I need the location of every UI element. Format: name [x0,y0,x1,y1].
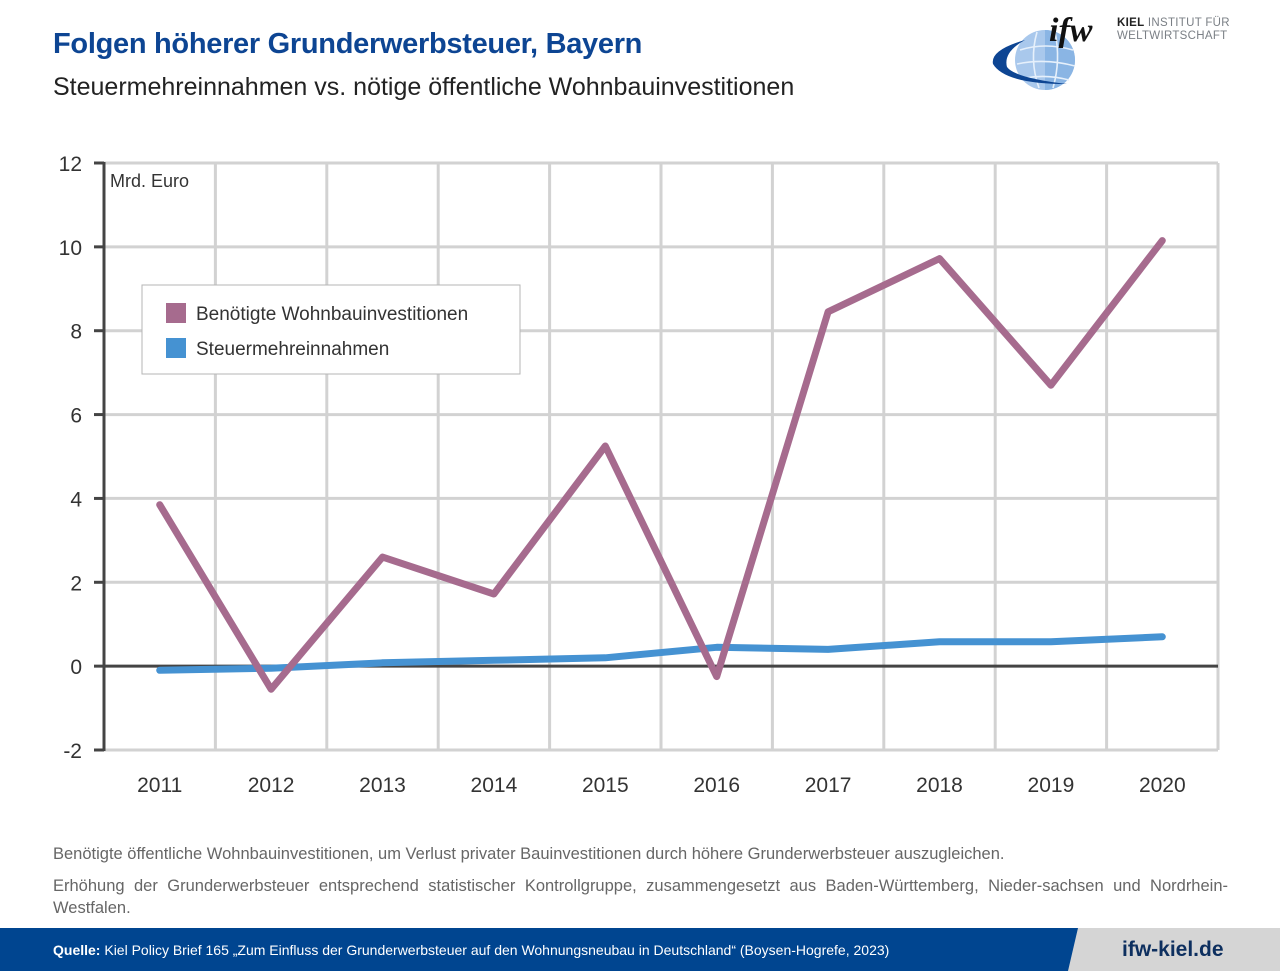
source-label: Quelle: [53,942,101,958]
legend-box [141,284,521,375]
y-tick-label: 10 [59,237,82,260]
x-tick-label: 2012 [248,774,295,797]
chart-title: Folgen höherer Grunderwerbsteuer, Bayern [53,28,643,60]
legend-swatch-wohnbau [166,303,186,323]
y-tick-label: -2 [63,740,82,763]
footnote-2: Erhöhung der Grunderwerbsteuer entsprech… [53,877,1228,917]
footer-bar [0,928,1280,971]
globe-icon [992,30,1076,90]
ifw-logo: ifw [992,12,1093,90]
footnote-1: Benötigte öffentliche Wohnbauinvestition… [53,845,1005,863]
logo-mark: ifw [1049,12,1093,49]
x-tick-label: 2011 [137,774,182,797]
x-tick-label: 2020 [1139,774,1186,797]
source-line: Quelle: Kiel Policy Brief 165 „Zum Einfl… [53,942,889,958]
y-tick-label: 8 [70,321,82,344]
legend-label-wohnbau: Benötigte Wohnbauinvestitionen [196,304,468,325]
y-axis-unit: Mrd. Euro [110,171,189,191]
x-tick-label: 2014 [471,774,518,797]
series-lines [156,237,1166,693]
footer-url-panel [1068,928,1280,971]
x-tick-labels: 2011 2012 2013 2014 2015 2016 2017 2018 2019 2020 [137,774,1186,797]
legend: Benötigte Wohnbauinvestitionen Steuermeh… [141,284,521,375]
logo-weltwirtschaft: WELTWIRTSCHAFT [1117,30,1228,42]
legend-swatch-steuer [166,338,186,358]
y-tick-label: 12 [59,153,82,176]
grid [104,161,1220,752]
x-tick-label: 2016 [693,774,740,797]
logo-institut: INSTITUT FÜR [1144,17,1230,29]
x-tick-label: 2013 [359,774,406,797]
y-tick-label: 0 [70,656,82,679]
website-link[interactable]: ifw-kiel.de [1122,938,1224,961]
axes [94,161,1218,752]
x-tick-label: 2017 [805,774,852,797]
x-tick-label: 2018 [916,774,963,797]
y-tick-label: 6 [70,405,82,428]
series-line-wohnbau [156,237,1166,693]
logo-text: KIEL INSTITUT FÜR WELTWIRTSCHAFT [1117,17,1230,43]
series-line-steuer [156,633,1166,674]
logo-kiel: KIEL [1117,17,1145,29]
line-chart: -2 0 2 4 6 8 10 12 2011 2012 2013 2014 2015 2016 2017… [59,153,1220,797]
x-tick-label: 2015 [582,774,629,797]
chart-subtitle: Steuermehreinnahmen vs. nötige öffentlic… [53,73,795,101]
source-text: Kiel Policy Brief 165 „Zum Einfluss der … [100,942,890,958]
y-tick-labels: -2 0 2 4 6 8 10 12 [59,153,83,763]
x-tick-label: 2019 [1028,774,1075,797]
legend-label-steuer: Steuermehreinnahmen [196,339,389,360]
y-tick-label: 2 [70,572,82,595]
y-tick-label: 4 [70,488,82,511]
